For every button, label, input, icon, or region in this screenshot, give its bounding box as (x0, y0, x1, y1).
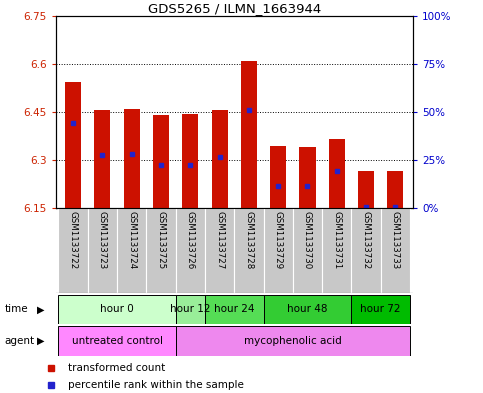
Bar (117, 208, 146, 293)
Bar (124, 109, 140, 208)
Text: ▶: ▶ (37, 304, 45, 314)
Text: agent: agent (5, 336, 35, 346)
Bar (329, 139, 345, 208)
Bar (182, 114, 199, 208)
Bar (293, 208, 322, 293)
Text: untreated control: untreated control (71, 336, 163, 346)
Text: mycophenolic acid: mycophenolic acid (244, 336, 342, 346)
Bar (205, 208, 234, 293)
Bar (270, 146, 286, 208)
Text: hour 12: hour 12 (170, 305, 211, 314)
Bar (299, 147, 315, 208)
Bar (58, 326, 176, 356)
Bar (146, 208, 176, 293)
Bar (94, 110, 111, 208)
Text: GSM1133726: GSM1133726 (186, 211, 195, 269)
Text: GSM1133731: GSM1133731 (332, 211, 341, 269)
Bar (381, 208, 410, 293)
Text: time: time (5, 304, 28, 314)
Text: percentile rank within the sample: percentile rank within the sample (69, 380, 244, 390)
Bar (176, 326, 410, 356)
Text: transformed count: transformed count (69, 362, 166, 373)
Text: GSM1133732: GSM1133732 (362, 211, 370, 269)
Text: GSM1133724: GSM1133724 (127, 211, 136, 269)
Bar (88, 208, 117, 293)
Bar (58, 208, 88, 293)
Text: GSM1133733: GSM1133733 (391, 211, 400, 269)
Bar (264, 208, 293, 293)
Bar (352, 295, 410, 324)
Text: GSM1133729: GSM1133729 (274, 211, 283, 269)
Bar (234, 208, 264, 293)
Bar (58, 295, 176, 324)
Bar (322, 208, 352, 293)
Bar (176, 208, 205, 293)
Text: GSM1133730: GSM1133730 (303, 211, 312, 269)
Text: hour 48: hour 48 (287, 305, 328, 314)
Bar (176, 295, 205, 324)
Bar (212, 110, 227, 208)
Bar (358, 171, 374, 208)
Text: GSM1133728: GSM1133728 (244, 211, 254, 269)
Text: ▶: ▶ (37, 336, 45, 346)
Bar (352, 208, 381, 293)
Text: GSM1133723: GSM1133723 (98, 211, 107, 269)
Text: GSM1133722: GSM1133722 (69, 211, 78, 269)
Bar (241, 61, 257, 208)
Bar (153, 115, 169, 208)
Text: hour 72: hour 72 (360, 305, 401, 314)
Text: hour 24: hour 24 (214, 305, 255, 314)
Title: GDS5265 / ILMN_1663944: GDS5265 / ILMN_1663944 (148, 2, 321, 15)
Bar (387, 171, 403, 208)
Bar (205, 295, 264, 324)
Bar (264, 295, 352, 324)
Text: GSM1133727: GSM1133727 (215, 211, 224, 269)
Text: hour 0: hour 0 (100, 305, 134, 314)
Bar (65, 81, 81, 208)
Text: GSM1133725: GSM1133725 (156, 211, 166, 269)
